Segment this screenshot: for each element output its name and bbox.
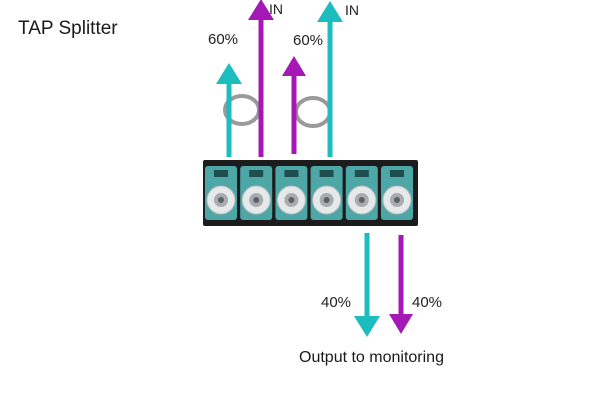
teal-arrow-up-tall: [317, 1, 343, 157]
monitor-split-label-1: 60%: [208, 31, 239, 48]
ring-right: [294, 96, 332, 128]
port-6: [381, 166, 413, 220]
monitor-split-label-2: 60%: [293, 32, 324, 49]
teal-arrow-down: [354, 233, 380, 337]
teal-arrow-up-short: [216, 63, 242, 157]
magenta-arrow-down: [389, 235, 413, 334]
output-split-label-1: 40%: [321, 294, 352, 311]
monitoring-caption: Output to monitoring: [299, 349, 444, 366]
port-4: [310, 166, 343, 220]
ports-group: [205, 166, 413, 220]
port-2: [240, 166, 273, 220]
magenta-arrow-up-short: [282, 56, 306, 154]
port-5: [345, 166, 378, 220]
magenta-arrow-up-tall: [248, 0, 274, 157]
input-label-2: IN: [345, 2, 359, 18]
input-label-1: IN: [269, 1, 283, 17]
diagram-title: TAP Splitter: [18, 18, 118, 39]
output-split-label-2: 40%: [412, 294, 443, 311]
port-1: [205, 166, 237, 220]
port-3: [275, 166, 308, 220]
